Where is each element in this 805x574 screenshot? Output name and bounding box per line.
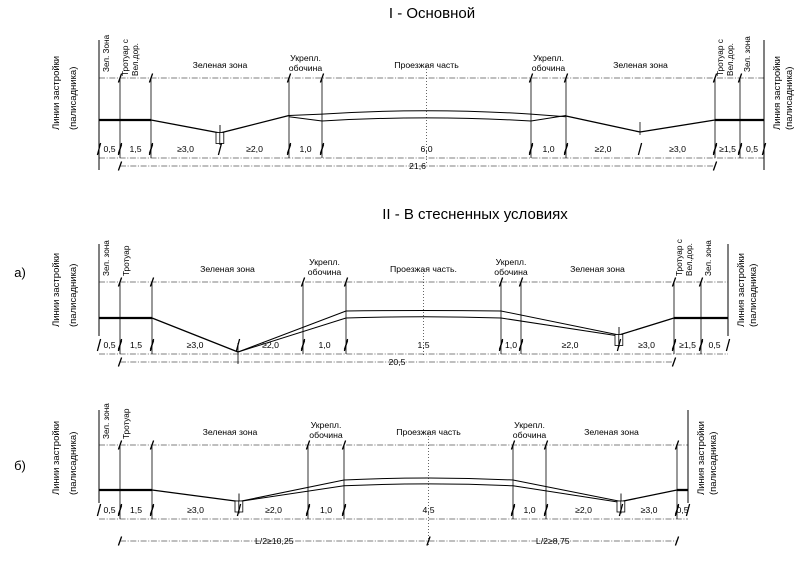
- svg-text:Вел.дор.: Вел.дор.: [685, 243, 694, 276]
- svg-text:Линия застройки: Линия застройки: [772, 56, 783, 130]
- svg-text:Вел.дор.: Вел.дор.: [131, 43, 140, 76]
- svg-text:Зеленая зона: Зеленая зона: [570, 264, 625, 274]
- svg-text:Тротуар с: Тротуар с: [716, 39, 725, 76]
- svg-text:≥3,0: ≥3,0: [638, 340, 655, 350]
- svg-text:а): а): [14, 265, 26, 280]
- svg-text:Вел.дор.: Вел.дор.: [726, 43, 735, 76]
- svg-text:Укрепл.: Укрепл.: [290, 53, 321, 63]
- svg-text:Укрепл.: Укрепл.: [311, 420, 342, 430]
- svg-text:обочина: обочина: [513, 430, 547, 440]
- svg-text:21,6: 21,6: [409, 161, 426, 171]
- svg-text:(палисадника): (палисадника): [68, 67, 79, 130]
- svg-text:≥2,0: ≥2,0: [262, 340, 279, 350]
- svg-text:4,5: 4,5: [422, 505, 434, 515]
- svg-text:6,0: 6,0: [420, 144, 432, 154]
- svg-text:1,0: 1,0: [320, 505, 332, 515]
- svg-text:Линии застройки: Линии застройки: [51, 56, 62, 130]
- svg-text:Линии застройки: Линии застройки: [51, 253, 62, 327]
- svg-text:обочина: обочина: [308, 267, 342, 277]
- svg-text:≥3,0: ≥3,0: [187, 505, 204, 515]
- svg-text:1,0: 1,0: [318, 340, 330, 350]
- svg-text:≥3,0: ≥3,0: [177, 144, 194, 154]
- svg-text:≥1,5: ≥1,5: [719, 144, 736, 154]
- svg-text:Проезжая часть: Проезжая часть: [396, 427, 461, 437]
- svg-text:Зеленая зона: Зеленая зона: [200, 264, 255, 274]
- svg-text:Укрепл.: Укрепл.: [496, 257, 527, 267]
- svg-text:0,5: 0,5: [103, 505, 115, 515]
- svg-text:Зеленая зона: Зеленая зона: [613, 60, 668, 70]
- svg-text:Зеленая зона: Зеленая зона: [193, 60, 248, 70]
- svg-text:обочина: обочина: [289, 63, 323, 73]
- svg-text:≥3,0: ≥3,0: [669, 144, 686, 154]
- svg-text:обочина: обочина: [309, 430, 343, 440]
- svg-text:1,0: 1,0: [523, 505, 535, 515]
- svg-text:≥2,0: ≥2,0: [246, 144, 263, 154]
- svg-text:II - В стесненных условиях: II - В стесненных условиях: [382, 206, 568, 223]
- svg-text:(палисадника): (палисадника): [784, 67, 795, 130]
- svg-text:L/2≥10,25: L/2≥10,25: [255, 536, 294, 546]
- svg-text:Линии застройки: Линии застройки: [51, 421, 62, 495]
- svg-text:(палисадника): (палисадника): [68, 264, 79, 327]
- svg-text:1,5: 1,5: [417, 340, 429, 350]
- svg-text:Линия застройки: Линия застройки: [696, 421, 707, 495]
- svg-text:0,5: 0,5: [708, 340, 720, 350]
- svg-text:Укрепл.: Укрепл.: [514, 420, 545, 430]
- svg-text:Проезжая часть: Проезжая часть: [394, 60, 459, 70]
- svg-text:Тротуар с: Тротуар с: [121, 39, 130, 76]
- svg-text:Зел. Зона: Зел. Зона: [102, 34, 111, 72]
- svg-text:(палисадника): (палисадника): [708, 432, 719, 495]
- svg-text:(палисадника): (палисадника): [68, 432, 79, 495]
- svg-text:Линия застройки: Линия застройки: [736, 253, 747, 327]
- svg-text:Зел. зона: Зел. зона: [743, 36, 752, 72]
- svg-text:≥3,0: ≥3,0: [187, 340, 204, 350]
- svg-text:0,5: 0,5: [103, 144, 115, 154]
- svg-text:L/2≥8,75: L/2≥8,75: [536, 536, 570, 546]
- svg-text:1,5: 1,5: [130, 340, 142, 350]
- svg-text:Укрепл.: Укрепл.: [309, 257, 340, 267]
- svg-text:Зеленая зона: Зеленая зона: [203, 427, 258, 437]
- svg-text:0,5: 0,5: [103, 340, 115, 350]
- svg-text:(палисадника): (палисадника): [748, 264, 759, 327]
- svg-text:I - Основной: I - Основной: [389, 5, 475, 22]
- svg-text:обочина: обочина: [494, 267, 528, 277]
- svg-text:Тротуар с: Тротуар с: [675, 239, 684, 276]
- svg-text:Зел. зона: Зел. зона: [704, 240, 713, 276]
- svg-text:≥2,0: ≥2,0: [265, 505, 282, 515]
- svg-text:Тротуар: Тротуар: [122, 245, 131, 276]
- svg-text:1,0: 1,0: [299, 144, 311, 154]
- svg-text:Зеленая зона: Зеленая зона: [584, 427, 639, 437]
- svg-text:б): б): [14, 458, 26, 473]
- svg-text:≥2,0: ≥2,0: [575, 505, 592, 515]
- svg-text:≥1,5: ≥1,5: [679, 340, 696, 350]
- svg-text:1,0: 1,0: [505, 340, 517, 350]
- svg-text:≥2,0: ≥2,0: [562, 340, 579, 350]
- svg-text:Тротуар: Тротуар: [122, 408, 131, 439]
- svg-text:0,5: 0,5: [676, 505, 688, 515]
- svg-text:Проезжая часть.: Проезжая часть.: [390, 264, 457, 274]
- svg-text:1,0: 1,0: [542, 144, 554, 154]
- svg-text:20,5: 20,5: [389, 357, 406, 367]
- svg-text:1,5: 1,5: [130, 505, 142, 515]
- svg-text:1,5: 1,5: [129, 144, 141, 154]
- svg-text:≥2,0: ≥2,0: [595, 144, 612, 154]
- svg-text:Зел. зона: Зел. зона: [102, 403, 111, 439]
- svg-text:0,5: 0,5: [746, 144, 758, 154]
- svg-text:Укрепл.: Укрепл.: [533, 53, 564, 63]
- svg-text:≥3,0: ≥3,0: [641, 505, 658, 515]
- svg-text:обочина: обочина: [532, 63, 566, 73]
- svg-text:Зел. зона: Зел. зона: [102, 240, 111, 276]
